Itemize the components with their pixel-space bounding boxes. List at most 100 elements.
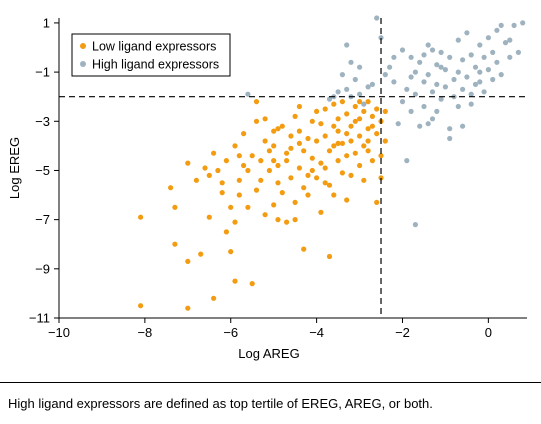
y-tick-label: −7	[35, 212, 50, 227]
high-ligand-point	[434, 62, 440, 68]
low-ligand-point	[365, 138, 371, 144]
x-tick-label: −6	[223, 325, 238, 340]
high-ligand-point	[507, 54, 513, 60]
low-ligand-point	[262, 116, 268, 122]
high-ligand-point	[434, 108, 440, 114]
low-ligand-point	[322, 106, 328, 112]
high-ligand-point	[494, 59, 500, 65]
high-ligand-point	[464, 74, 470, 80]
high-ligand-point	[515, 49, 522, 56]
low-ligand-point	[271, 143, 277, 149]
high-ligand-point	[391, 54, 397, 60]
high-ligand-point	[408, 108, 414, 114]
high-ligand-point	[408, 74, 414, 80]
low-ligand-point	[369, 123, 375, 129]
low-ligand-point	[361, 143, 367, 149]
high-ligand-point	[485, 67, 491, 73]
low-ligand-point	[322, 165, 328, 171]
low-ligand-point	[292, 199, 298, 205]
low-ligand-point	[318, 121, 324, 127]
high-ligand-point	[399, 99, 406, 105]
high-ligand-point	[382, 72, 388, 78]
high-ligand-point	[451, 76, 457, 83]
high-ligand-point	[369, 81, 375, 87]
low-ligand-point	[232, 143, 238, 149]
high-ligand-point	[335, 89, 341, 95]
low-ligand-point	[335, 158, 341, 164]
low-ligand-point	[357, 116, 363, 122]
low-ligand-point	[365, 126, 371, 132]
y-tick-label: −9	[35, 261, 50, 276]
high-ligand-point	[365, 84, 371, 90]
low-ligand-point	[344, 111, 350, 117]
low-ligand-point	[249, 153, 255, 159]
high-ligand-point	[421, 79, 427, 85]
low-ligand-point	[357, 99, 363, 105]
high-ligand-point	[442, 84, 448, 90]
low-ligand-point	[382, 138, 388, 144]
low-ligand-point	[245, 204, 251, 210]
low-ligand-point	[369, 113, 375, 119]
low-ligand-point	[185, 160, 191, 166]
low-ligand-point	[352, 118, 358, 124]
low-ligand-point	[344, 197, 350, 203]
low-ligand-point	[241, 162, 247, 169]
low-ligand-point	[365, 99, 371, 105]
low-ligand-point	[284, 150, 290, 156]
high-ligand-point	[421, 52, 427, 58]
low-ligand-point	[138, 303, 144, 309]
low-ligand-point	[378, 153, 384, 159]
low-ligand-point	[236, 153, 242, 159]
low-ligand-point	[219, 180, 225, 186]
high-ligand-point	[378, 35, 384, 41]
low-ligand-point	[309, 155, 315, 161]
high-ligand-point	[344, 86, 350, 92]
high-ligand-point	[412, 69, 418, 75]
low-ligand-point	[296, 128, 302, 134]
high-ligand-point	[477, 42, 483, 48]
low-ligand-point	[236, 192, 242, 198]
low-ligand-point	[344, 153, 350, 159]
high-ligand-point	[494, 27, 500, 33]
low-ligand-point	[271, 202, 277, 208]
x-tick-label: −10	[48, 325, 70, 340]
low-ligand-point	[318, 209, 324, 215]
high-ligand-point	[460, 86, 466, 92]
high-ligand-point	[357, 64, 363, 70]
high-ligand-point	[404, 158, 410, 164]
x-tick-label: −4	[309, 325, 324, 340]
low-ligand-point	[236, 177, 242, 183]
low-ligand-point	[258, 158, 264, 164]
low-ligand-point	[292, 113, 298, 119]
y-axis-label: Log EREG	[7, 137, 22, 199]
high-ligand-point	[348, 59, 354, 65]
low-ligand-point	[262, 138, 268, 144]
low-ligand-point	[361, 177, 367, 183]
low-ligand-point	[193, 177, 199, 183]
high-ligand-point	[399, 47, 406, 53]
low-ligand-point	[331, 101, 337, 107]
low-ligand-point	[198, 251, 204, 257]
low-ligand-point	[305, 172, 311, 178]
low-ligand-point	[232, 278, 238, 284]
high-ligand-point	[425, 72, 431, 78]
low-ligand-point	[223, 229, 229, 235]
high-ligand-point	[374, 15, 380, 21]
low-ligand-point	[301, 148, 307, 154]
low-ligand-point	[279, 123, 285, 129]
high-ligand-point	[477, 79, 483, 85]
low-ligand-point	[339, 140, 345, 146]
high-ligand-point	[438, 64, 444, 70]
low-ligand-point	[374, 131, 380, 137]
low-ligand-point	[326, 148, 333, 154]
high-ligand-point	[357, 91, 363, 97]
low-ligand-point	[185, 305, 191, 311]
low-ligand-point	[296, 165, 302, 171]
low-ligand-point	[275, 162, 281, 169]
low-ligand-point	[172, 241, 178, 247]
x-tick-label: −8	[137, 325, 152, 340]
high-ligand-point	[245, 91, 251, 97]
low-ligand-point	[309, 118, 315, 124]
low-ligand-point	[357, 133, 363, 139]
low-ligand-point	[322, 180, 328, 186]
